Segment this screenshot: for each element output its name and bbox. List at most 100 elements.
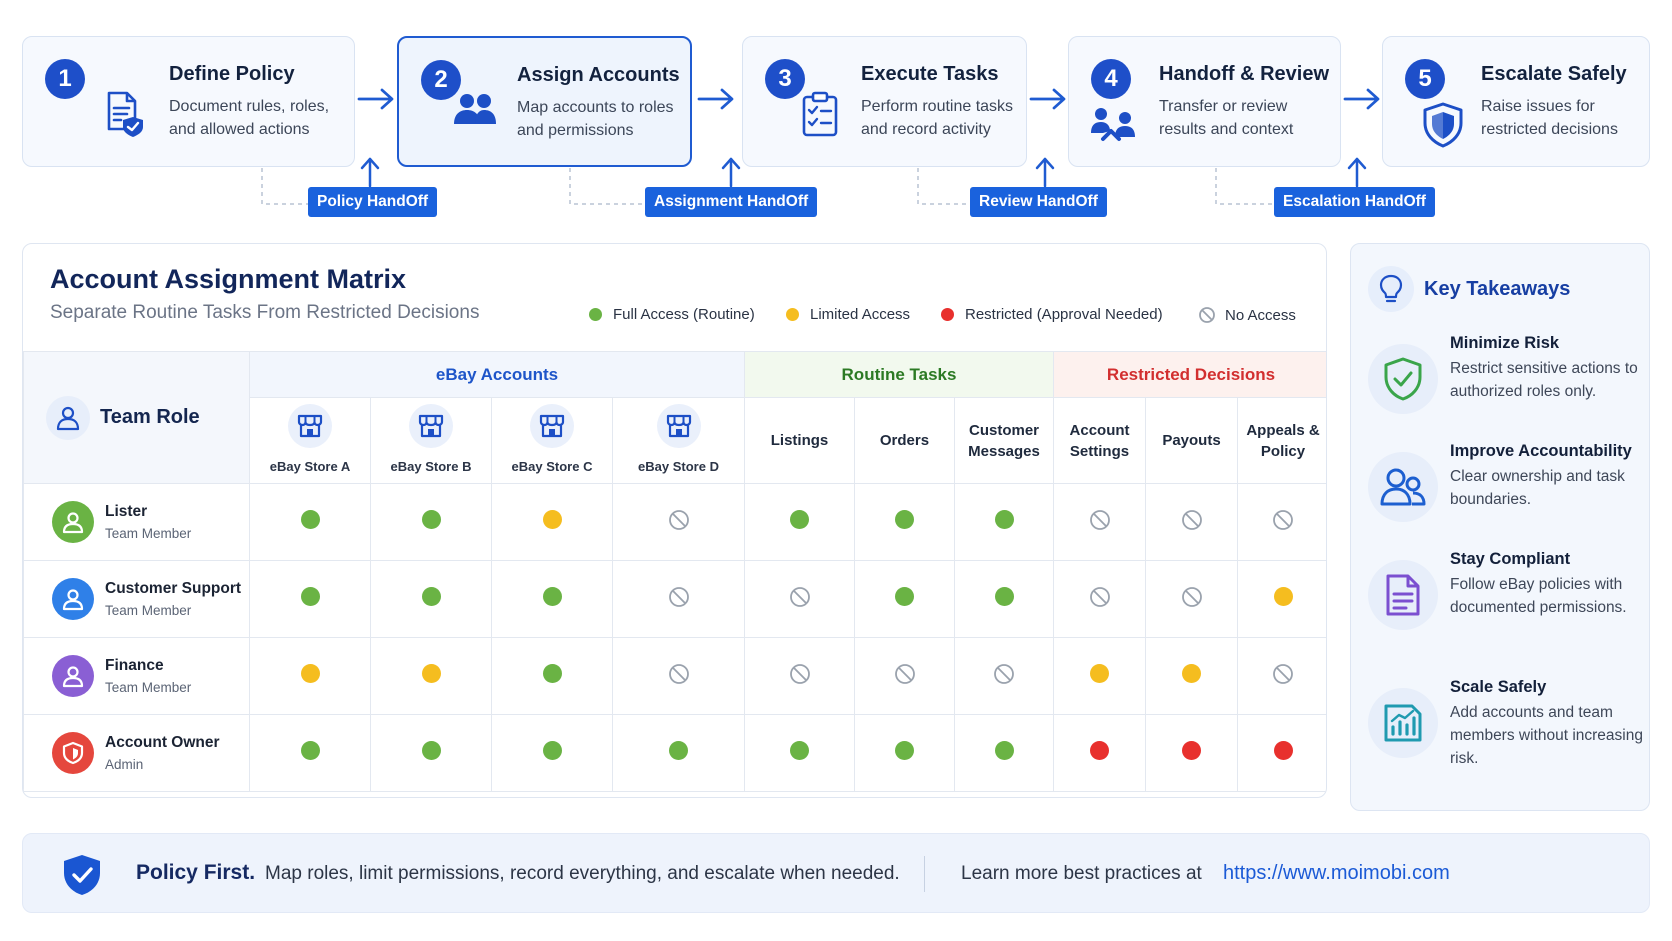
user-avatar-icon (52, 655, 94, 697)
full-access-dot (421, 510, 441, 529)
permission-cell (1053, 637, 1147, 715)
arrow-right-icon (697, 88, 734, 110)
step-description: Map accounts to roles and permissions (517, 99, 674, 139)
users-icon (454, 94, 496, 124)
permission-cell (744, 560, 855, 638)
chart-icon (1384, 704, 1422, 742)
full-access-dot (542, 741, 562, 760)
permission-cell (612, 483, 745, 561)
permission-cell (370, 714, 492, 792)
permission-cell (612, 637, 745, 715)
column-header-label: Customer Messages (968, 421, 1040, 460)
permission-cell (1237, 483, 1326, 561)
role-name: Lister (105, 503, 148, 520)
permission-cell (249, 637, 371, 715)
permission-cell (1053, 560, 1147, 638)
step-execute-tasks: 3 Execute Tasks Perform routine tasks an… (742, 36, 1027, 167)
takeaway-title: Scale Safely (1450, 678, 1547, 696)
arrow-right-icon (1029, 88, 1066, 110)
full-access-dot (300, 741, 320, 760)
full-access-dot (895, 510, 914, 529)
footer-headline: Policy First. (136, 861, 256, 884)
full-access-dot (300, 587, 320, 606)
shield-check-icon (64, 855, 100, 895)
account-assignment-matrix: Account Assignment Matrix Separate Routi… (22, 243, 1327, 798)
permission-cell (854, 714, 955, 792)
no-access-icon (1089, 509, 1110, 530)
legend-item-limited: Limited Access (786, 306, 910, 323)
permission-cell (1237, 714, 1326, 792)
permission-cell (953, 483, 1055, 561)
step-handoff-review: 4 Handoff & Review Transfer or review re… (1068, 36, 1341, 167)
permission-cell (370, 637, 492, 715)
column-header-label: eBay Store A (269, 459, 351, 474)
column-header-label: eBay Store C (511, 459, 593, 474)
role-cell: Lister Team Member (23, 483, 250, 561)
lightbulb-icon (1379, 274, 1403, 303)
permission-cell (1145, 560, 1239, 638)
limited-access-dot (421, 664, 441, 683)
store-icon (288, 404, 332, 448)
no-access-icon (668, 586, 689, 607)
legend-item-none: No Access (1198, 306, 1296, 324)
full-access-dot (542, 587, 562, 606)
limited-access-dot (1090, 664, 1110, 683)
legend-label: Full Access (Routine) (613, 306, 755, 323)
restricted-access-dot (1090, 741, 1110, 760)
step-title: Execute Tasks (861, 63, 999, 85)
full-access-dot (994, 741, 1014, 760)
no-access-icon (668, 509, 689, 530)
restricted-access-dot (1273, 741, 1293, 760)
permission-cell (854, 483, 955, 561)
footer-link[interactable]: https://www.moimobi.com (1223, 862, 1450, 884)
group-header-restricted-decisions: Restricted Decisions (1053, 351, 1326, 398)
step-number: 1 (45, 59, 85, 99)
permission-cell (1053, 714, 1147, 792)
table-row: Finance Team Member (23, 637, 1326, 715)
arrow-right-icon (357, 88, 394, 110)
store-icon (656, 404, 701, 448)
user-avatar-icon (52, 578, 94, 620)
group-header-routine-tasks: Routine Tasks (743, 351, 1055, 398)
role-cell: Account Owner Admin (23, 714, 250, 792)
footer-divider (924, 856, 925, 892)
permission-cell (1145, 637, 1239, 715)
permission-cell (612, 560, 745, 638)
no-access-icon (994, 663, 1014, 684)
permission-cell (854, 560, 955, 638)
restricted-access-dot (1182, 741, 1202, 760)
no-access-icon (1199, 307, 1215, 323)
permission-table: Team Role eBay Accounts Routine Tasks Re… (23, 351, 1326, 792)
permission-cell (744, 714, 855, 792)
role-cell: Finance Team Member (23, 637, 250, 715)
no-access-icon (789, 663, 810, 684)
full-access-dot (790, 510, 809, 529)
permission-cell (744, 483, 855, 561)
step-number: 5 (1405, 59, 1445, 99)
permission-cell (1237, 637, 1326, 715)
permission-cell (370, 560, 492, 638)
step-number: 3 (765, 59, 805, 99)
column-header: Account Settings (1053, 397, 1147, 484)
step-title: Define Policy (169, 63, 295, 85)
legend-item-full: Full Access (Routine) (589, 306, 755, 323)
user-icon (56, 406, 80, 430)
group-header-ebay-accounts: eBay Accounts (249, 351, 745, 398)
handoff-badge-assignment: Assignment HandOff (645, 187, 818, 217)
permission-cell (370, 483, 492, 561)
no-access-icon (894, 663, 915, 684)
step-title: Assign Accounts (517, 64, 680, 86)
shield-check-icon (1384, 357, 1422, 401)
column-header-store: eBay Store D (612, 397, 745, 484)
handoff-badge-policy: Policy HandOff (308, 187, 438, 217)
no-access-icon (1181, 509, 1202, 530)
permission-cell (953, 637, 1055, 715)
shield-avatar-icon (52, 732, 94, 774)
full-access-dot (421, 587, 441, 606)
handoff-users-icon (1091, 108, 1135, 141)
full-access-dot (895, 587, 914, 606)
full-access-dot (790, 741, 809, 760)
step-escalate-safely: 5 Escalate Safely Raise issues for restr… (1382, 36, 1650, 167)
table-row: Account Owner Admin (23, 714, 1326, 792)
arrow-right-icon (1343, 88, 1380, 110)
